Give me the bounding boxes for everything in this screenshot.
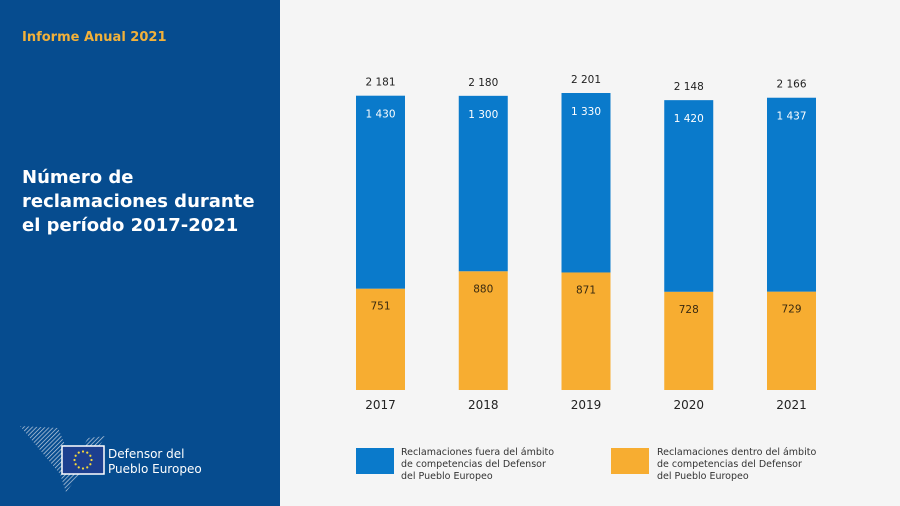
eu-star (81, 450, 85, 453)
bar-inside-2020 (664, 291, 714, 390)
legend-line: del Pueblo Europeo (657, 471, 749, 482)
bar-outside-2020 (664, 100, 714, 292)
total-label-2019: 2 201 (571, 74, 601, 86)
eu-star (86, 466, 89, 469)
page-title: Número de reclamaciones durante el perío… (22, 166, 272, 238)
report-label: Informe Anual 2021 (22, 30, 167, 45)
total-label-2018: 2 180 (468, 77, 498, 89)
eu-star (89, 463, 92, 466)
x-tick-label-2019: 2019 (571, 398, 602, 412)
total-label-2017: 2 181 (365, 77, 395, 89)
bar-inside-2018 (458, 271, 508, 390)
total-label-2020: 2 148 (674, 81, 704, 93)
data-label-inside-2017: 751 (370, 301, 390, 313)
eu-flag-icon (61, 445, 105, 475)
data-label-outside-2020: 1 420 (674, 113, 704, 125)
data-label-inside-2018: 880 (473, 283, 493, 295)
bar-outside-2017 (356, 95, 405, 289)
data-label-inside-2019: 871 (576, 284, 596, 296)
x-tick-label-2021: 2021 (776, 398, 807, 412)
stacked-bar-chart: 1 430 751 2 181 2017 1 300 880 2 180 2018 1 330 8… (356, 74, 816, 412)
legend-label-outside: Reclamaciones fuera del ámbito de compet… (401, 447, 571, 483)
bar-inside-2017 (356, 288, 405, 390)
legend-line: del Pueblo Europeo (401, 471, 493, 482)
data-label-inside-2020: 728 (679, 304, 699, 316)
legend-line: Reclamaciones dentro del ámbito (657, 447, 817, 458)
legend-swatch-inside (611, 448, 649, 474)
legend-line: de competencias del Defensor (401, 459, 546, 470)
total-label-2021: 2 166 (776, 79, 806, 91)
eu-star (90, 458, 93, 462)
bar-outside-2019 (561, 93, 611, 273)
x-tick-label-2020: 2020 (673, 398, 704, 412)
eu-star (86, 451, 89, 454)
bar-inside-2021 (767, 291, 816, 390)
data-label-outside-2018: 1 300 (468, 109, 498, 121)
legend-line: Reclamaciones fuera del ámbito (401, 447, 555, 458)
x-tick-label-2017: 2017 (365, 398, 396, 412)
bar-inside-2019 (561, 272, 611, 390)
eu-star (73, 458, 76, 462)
x-tick-label-2018: 2018 (468, 398, 499, 412)
sidebar: Informe Anual 2021 Número de reclamacion… (0, 0, 280, 506)
legend-swatch-outside (356, 448, 394, 474)
title-line: Número de (22, 167, 134, 188)
title-line: el período 2017-2021 (22, 215, 239, 236)
eu-star (77, 451, 80, 454)
eu-star (81, 467, 85, 470)
data-label-outside-2019: 1 330 (571, 106, 601, 118)
legend-line: de competencias del Defensor (657, 459, 802, 470)
bar-outside-2018 (458, 95, 508, 272)
bar-outside-2021 (767, 97, 816, 292)
data-label-inside-2021: 729 (781, 304, 801, 316)
data-label-outside-2021: 1 437 (776, 111, 806, 123)
eu-star (89, 454, 92, 457)
eu-star (77, 466, 80, 469)
logo-text: Defensor del Pueblo Europeo (108, 447, 202, 477)
eu-star (74, 463, 77, 466)
logo-text-line: Pueblo Europeo (108, 462, 202, 476)
title-line: reclamaciones durante (22, 191, 255, 212)
legend-label-inside: Reclamaciones dentro del ámbito de compe… (657, 447, 827, 483)
data-label-outside-2017: 1 430 (365, 109, 395, 121)
eu-star (74, 454, 77, 457)
logo-text-line: Defensor del (108, 447, 185, 461)
european-ombudsman-logo-icon (20, 426, 106, 492)
